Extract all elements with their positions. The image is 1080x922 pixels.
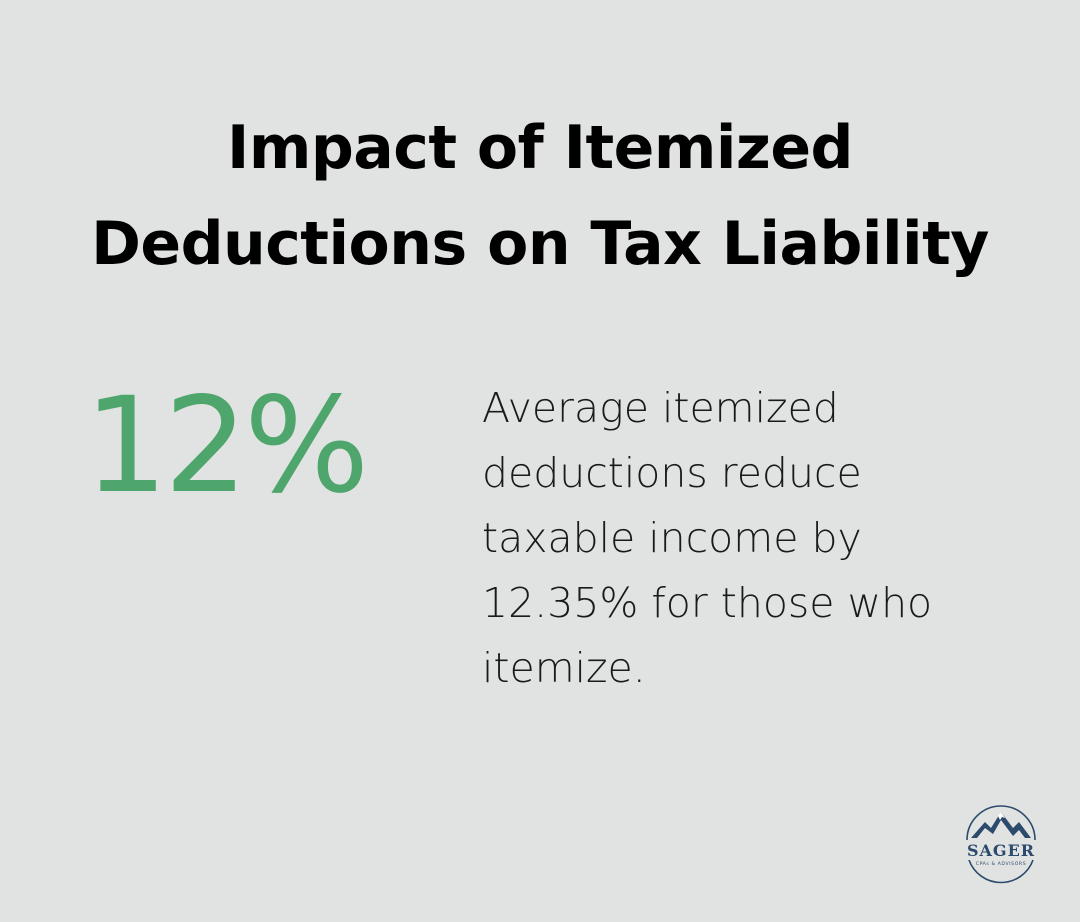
title-line-1: Impact of Itemized	[227, 113, 853, 183]
stat-value: 12%	[84, 369, 369, 523]
logo-tagline: CPAs & ADVISORS	[976, 861, 1026, 867]
logo-circle-top	[966, 805, 1036, 841]
company-logo: SAGER CPAs & ADVISORS	[955, 804, 1047, 884]
title-line-2: Deductions on Tax Liability	[91, 209, 989, 279]
logo-wordmark: SAGER	[967, 841, 1035, 860]
logo-circle-bottom	[968, 859, 1034, 884]
stat-description: Average itemized deductions reduce taxab…	[482, 384, 933, 692]
page-title: Impact of Itemized Deductions on Tax Lia…	[0, 100, 1080, 292]
mountain-icon	[971, 812, 1031, 838]
